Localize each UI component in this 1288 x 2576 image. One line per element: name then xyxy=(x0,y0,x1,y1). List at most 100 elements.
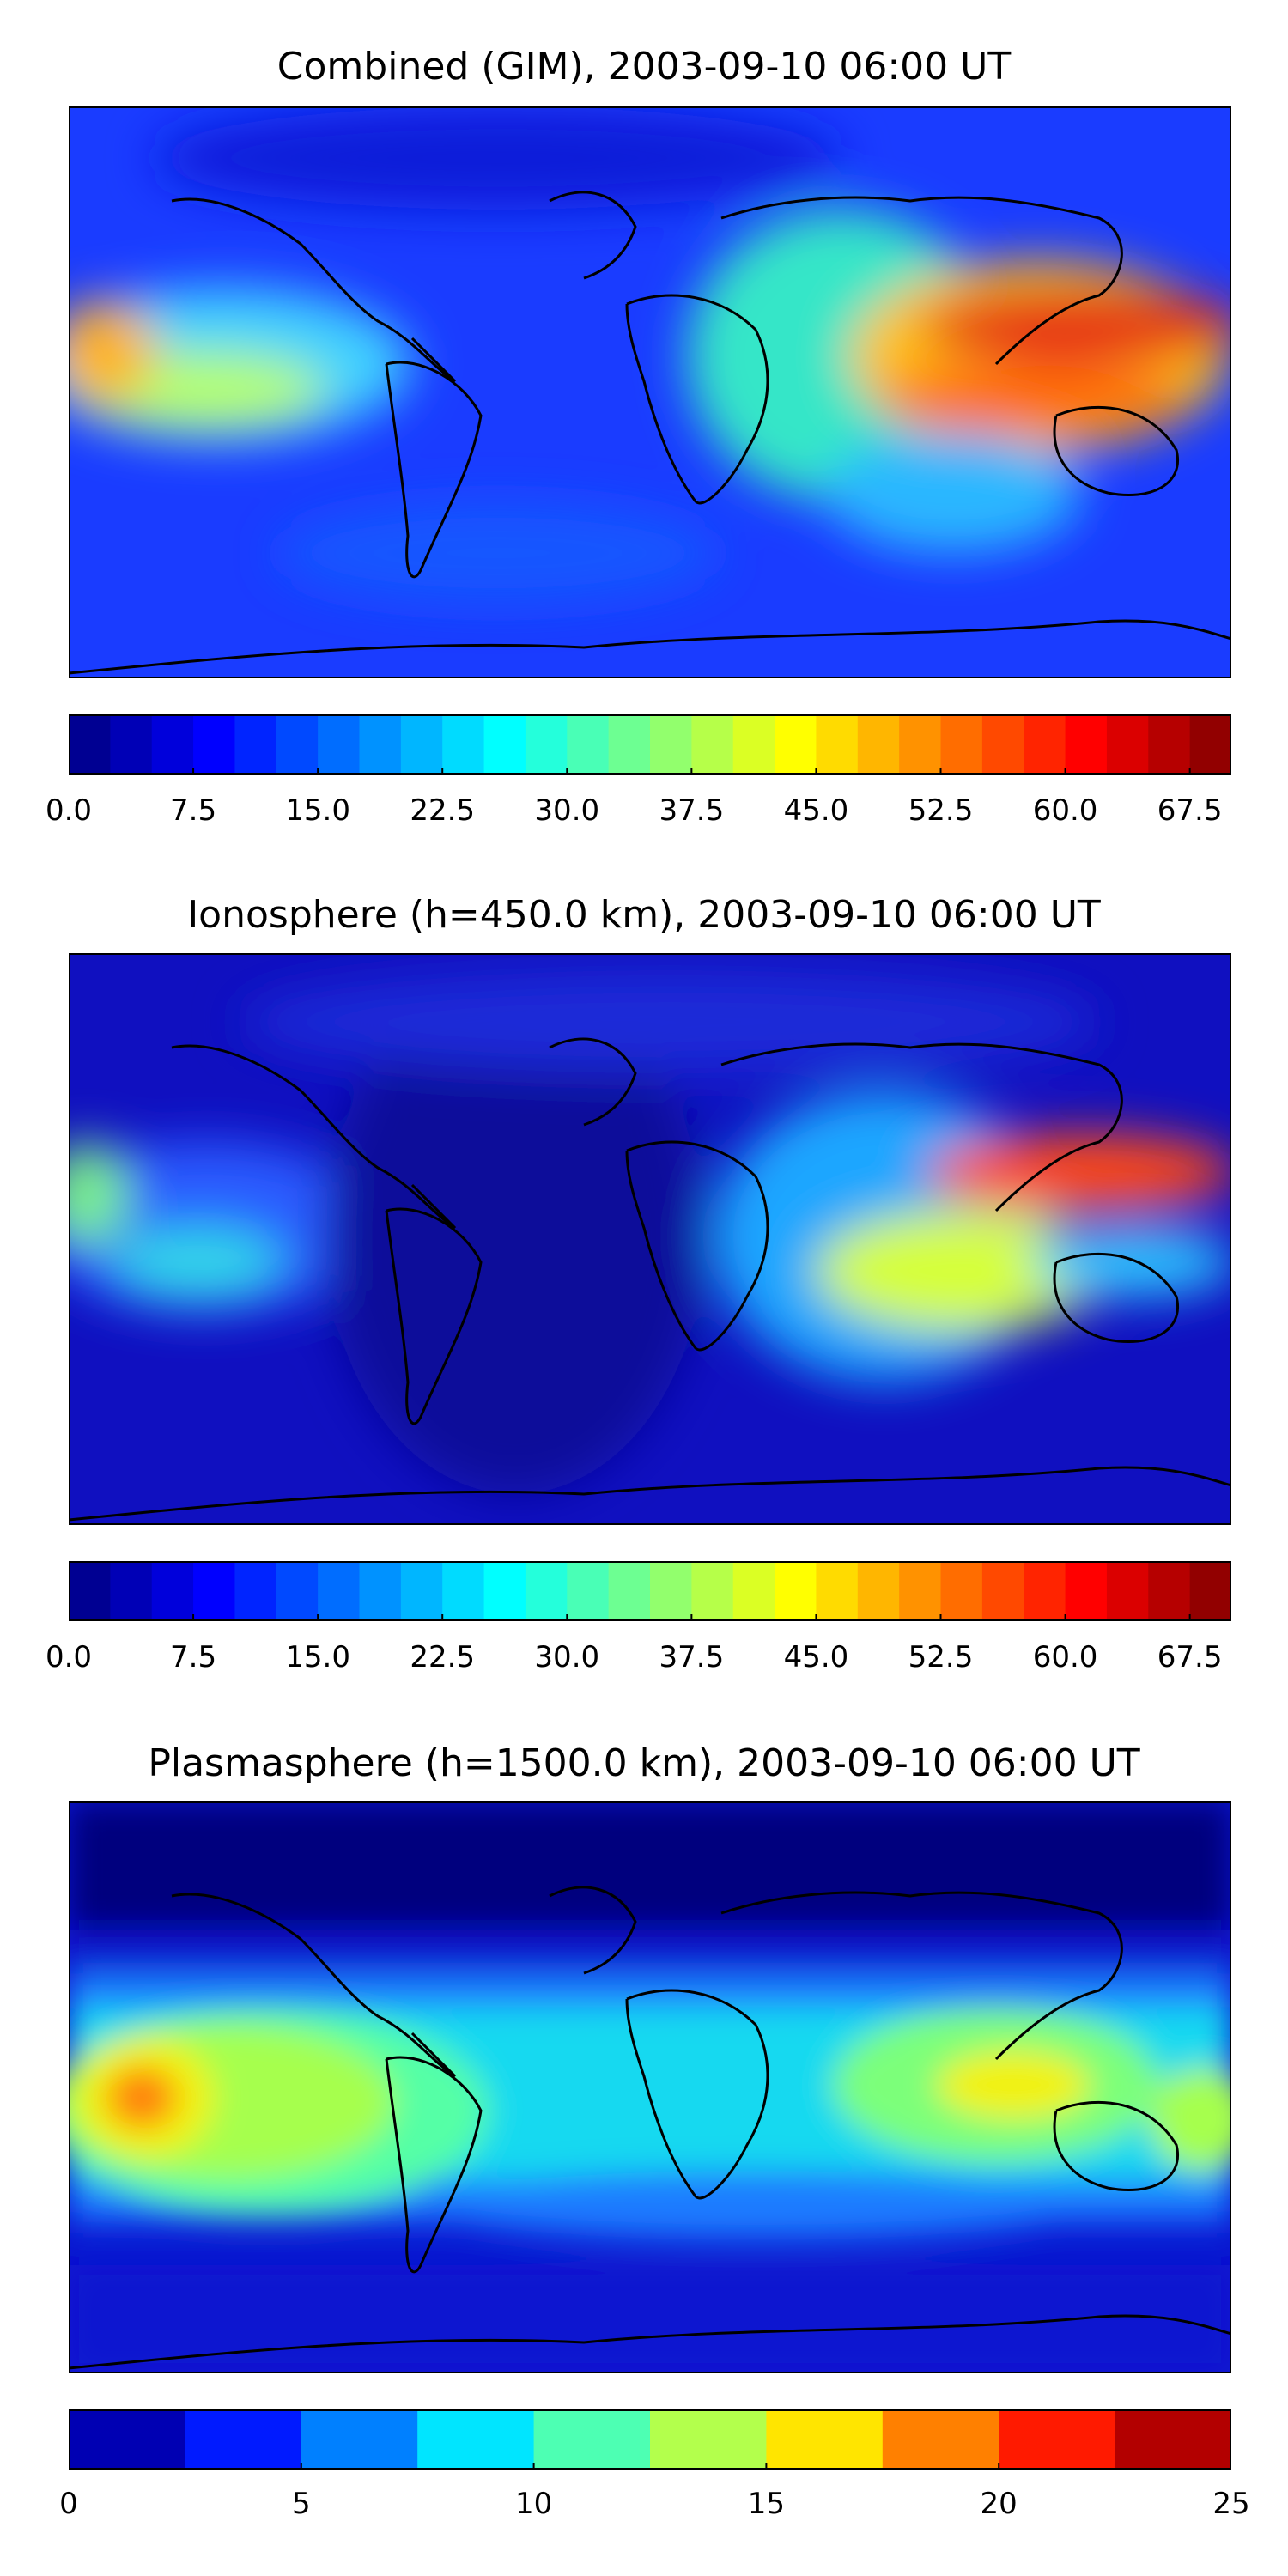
colorbar-level xyxy=(1189,714,1231,775)
colorbar-level xyxy=(567,714,610,775)
panel-1-map-svg xyxy=(69,106,1231,678)
panel-2-map-svg xyxy=(69,953,1231,1525)
panel-1-colorbar-ticks: 0.0 7.5 15.0 22.5 30.0 37.5 45.0 52.5 60.0 67.5 xyxy=(46,793,1231,836)
colorbar-tick-label: 67.5 xyxy=(1157,793,1223,828)
colorbar-level xyxy=(483,1561,526,1621)
colorbar-tick-label: 0 xyxy=(59,2487,78,2521)
colorbar-tick-label: 37.5 xyxy=(659,1640,725,1674)
colorbar-level xyxy=(732,1561,775,1621)
colorbar-level xyxy=(533,2409,651,2470)
panel-2-colorbar-svg xyxy=(69,1561,1231,1621)
panel-3-colorbar-ticks: 0 5 10 15 20 25 xyxy=(59,2487,1249,2530)
panel-3-coastlines xyxy=(69,1886,1231,2370)
colorbar-tick-label: 60.0 xyxy=(1032,793,1098,828)
colorbar-tick-label: 30.0 xyxy=(534,793,600,828)
colorbar-level xyxy=(567,1561,610,1621)
colorbar-level xyxy=(857,714,900,775)
colorbar-level xyxy=(1189,1561,1231,1621)
colorbar-level xyxy=(775,714,817,775)
colorbar-level xyxy=(151,714,194,775)
colorbar-level xyxy=(151,1561,194,1621)
panel-1-colorbar xyxy=(69,714,1231,775)
colorbar-tick-label: 15.0 xyxy=(285,1640,350,1674)
panel-1-coastlines xyxy=(69,191,1231,675)
colorbar-level xyxy=(359,1561,402,1621)
colorbar-level xyxy=(318,1561,361,1621)
colorbar-frame xyxy=(69,714,1231,775)
panel-2-colorbar xyxy=(69,1561,1231,1621)
colorbar-level xyxy=(816,1561,859,1621)
colorbar-tick-label: 15 xyxy=(747,2487,786,2521)
colorbar-level xyxy=(483,714,526,775)
colorbar-tick-label: 22.5 xyxy=(410,1640,476,1674)
colorbar-level xyxy=(1106,714,1149,775)
colorbar-tick-label: 0.0 xyxy=(45,1640,93,1674)
colorbar-level xyxy=(981,714,1024,775)
colorbar-tick-label: 7.5 xyxy=(170,1640,217,1674)
colorbar-level xyxy=(359,714,402,775)
panel-2-colorbar-ticks: 0.0 7.5 15.0 22.5 30.0 37.5 45.0 52.5 60.0 67.5 xyxy=(46,1640,1231,1683)
colorbar-level xyxy=(417,2409,535,2470)
colorbar-level xyxy=(110,1561,153,1621)
colorbar-level xyxy=(1024,714,1066,775)
colorbar-level xyxy=(69,2409,185,2470)
colorbar-level xyxy=(400,714,443,775)
colorbar-level xyxy=(940,714,983,775)
colorbar-tick-label: 52.5 xyxy=(908,793,974,828)
colorbar-tick-label: 60.0 xyxy=(1032,1640,1098,1674)
colorbar-level xyxy=(110,714,153,775)
panel-2-map xyxy=(69,953,1231,1525)
colorbar-level xyxy=(1065,714,1108,775)
panel-3-map xyxy=(69,1801,1231,2373)
colorbar-tick-label: 7.5 xyxy=(170,793,217,828)
colorbar-level xyxy=(1115,2409,1231,2470)
colorbar-level xyxy=(1106,1561,1149,1621)
colorbar-level xyxy=(650,2409,767,2470)
colorbar-level xyxy=(816,714,859,775)
colorbar-level xyxy=(234,1561,277,1621)
colorbar-level xyxy=(193,714,236,775)
colorbar-level xyxy=(442,1561,485,1621)
colorbar-level xyxy=(608,1561,651,1621)
colorbar-level xyxy=(650,1561,692,1621)
colorbar-tick-label: 67.5 xyxy=(1157,1640,1223,1674)
colorbar-level xyxy=(691,714,734,775)
colorbar-level xyxy=(999,2409,1116,2470)
colorbar-level xyxy=(940,1561,983,1621)
panel-1-map xyxy=(69,106,1231,678)
colorbar-level xyxy=(276,714,319,775)
colorbar-level xyxy=(691,1561,734,1621)
panel-3-colorbar xyxy=(69,2409,1231,2470)
colorbar-level xyxy=(400,1561,443,1621)
colorbar-level xyxy=(899,714,942,775)
colorbar-tick-label: 45.0 xyxy=(783,793,849,828)
panel-1-colorbar-svg xyxy=(69,714,1231,775)
colorbar-level xyxy=(301,2409,418,2470)
colorbar-tick-label: 45.0 xyxy=(783,1640,849,1674)
colorbar-level xyxy=(193,1561,236,1621)
panel-2-coastlines xyxy=(69,1037,1231,1522)
colorbar-level xyxy=(1148,714,1191,775)
colorbar-tick-label: 37.5 xyxy=(659,793,725,828)
colorbar-level xyxy=(981,1561,1024,1621)
colorbar-level xyxy=(69,714,111,775)
colorbar-level xyxy=(1065,1561,1108,1621)
colorbar-level xyxy=(732,714,775,775)
colorbar-tick-label: 30.0 xyxy=(534,1640,600,1674)
colorbar-tick-label: 52.5 xyxy=(908,1640,974,1674)
colorbar-level xyxy=(650,714,692,775)
colorbar-tick-label: 0.0 xyxy=(45,793,93,828)
colorbar-tick-label: 20 xyxy=(980,2487,1018,2521)
colorbar-level xyxy=(234,714,277,775)
colorbar-level xyxy=(525,1561,568,1621)
colorbar-level xyxy=(608,714,651,775)
colorbar-level xyxy=(442,714,485,775)
colorbar-level xyxy=(775,1561,817,1621)
panel-2-title: Ionosphere (h=450.0 km), 2003-09-10 06:0… xyxy=(187,893,1101,937)
colorbar-level xyxy=(185,2409,302,2470)
colorbar-level xyxy=(318,714,361,775)
colorbar-tick-label: 25 xyxy=(1212,2487,1250,2521)
colorbar-level xyxy=(276,1561,319,1621)
colorbar-level xyxy=(766,2409,884,2470)
panel-3-colorbar-svg xyxy=(69,2409,1231,2470)
